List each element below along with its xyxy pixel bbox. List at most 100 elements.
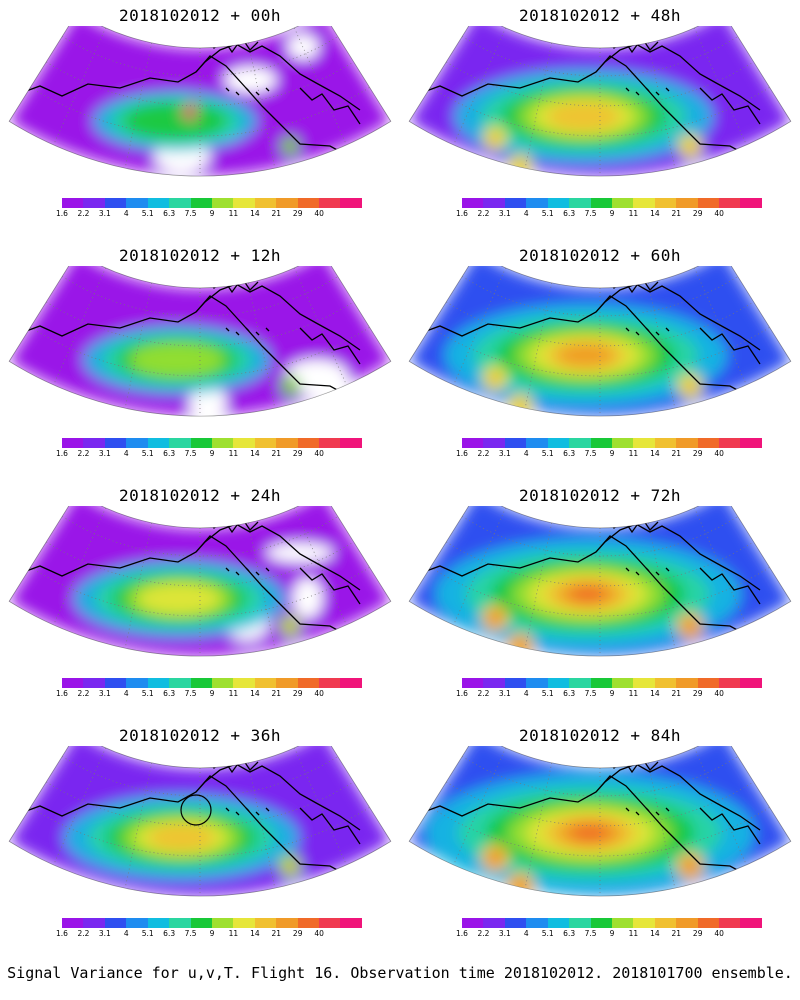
colorbar-swatch (740, 438, 762, 448)
colorbar-swatch (169, 438, 191, 448)
coastline (17, 35, 373, 165)
colorbar-tick-label: 5.1 (541, 929, 554, 938)
colorbar-swatch (654, 198, 677, 208)
colorbar (462, 438, 762, 448)
variance-map (8, 506, 392, 657)
colorbar-tick-label: 9 (209, 689, 215, 698)
colorbar-swatch (319, 438, 341, 448)
colorbar-tick-label: 6.3 (163, 689, 176, 698)
colorbar-swatch (276, 438, 298, 448)
colorbar-tick-label: 6.3 (163, 929, 176, 938)
colorbar-tick-label: 6.3 (563, 689, 576, 698)
variance-map (408, 26, 792, 177)
panel-title: 2018102012 + 60h (518, 246, 682, 265)
colorbar-tick-label: 7.5 (584, 929, 597, 938)
colorbar-swatch (340, 198, 362, 208)
colorbar-tick-label: 4 (523, 929, 529, 938)
colorbar-ticks: 1.6 2.2 3.1 4 5.1 6.3 7.5 9 11 14 21 29 40 (456, 929, 762, 941)
colorbar-swatch (233, 918, 255, 928)
colorbar-tick-label: 29 (292, 209, 303, 218)
colorbar-swatch (611, 438, 634, 448)
colorbar-tick-label: 6.3 (563, 449, 576, 458)
coastline (417, 35, 773, 165)
colorbar (62, 438, 362, 448)
panel-title: 2018102012 + 36h (118, 726, 282, 745)
colorbar-tick-label: 5.1 (541, 689, 554, 698)
colorbar-swatch (676, 198, 698, 208)
colorbar-swatch (504, 438, 527, 448)
colorbar-swatch (254, 198, 277, 208)
colorbar-tick-label: 29 (292, 449, 303, 458)
colorbar-tick-label: 1.6 (56, 929, 68, 938)
colorbar (62, 678, 362, 688)
coastline (17, 755, 373, 885)
coastline (17, 275, 373, 405)
colorbar-swatch (126, 678, 148, 688)
colorbar-swatch (276, 678, 298, 688)
colorbar-tick-label: 11 (628, 929, 639, 938)
colorbar-swatch (547, 438, 570, 448)
colorbar-tick-label: 1.6 (456, 449, 468, 458)
map-panel-12h: 2018102012 + 12h 1.6 2.2 3.1 4 5.1 6.3 7.5 9 11 1… (0, 240, 400, 480)
colorbar-tick-label: 14 (250, 929, 260, 938)
colorbar-swatch (276, 918, 298, 928)
colorbar-tick-label: 5.1 (141, 209, 154, 218)
colorbar-tick-label: 29 (292, 689, 303, 698)
colorbar-swatch (211, 918, 234, 928)
colorbar-swatch (654, 438, 677, 448)
coastline (417, 755, 773, 885)
colorbar-swatch (633, 198, 655, 208)
colorbar-tick-label: 21 (671, 689, 682, 698)
colorbar-swatch (297, 918, 320, 928)
colorbar-tick-label: 9 (609, 209, 615, 218)
colorbar-tick-label: 4 (523, 689, 529, 698)
colorbar-tick-label: 21 (271, 449, 282, 458)
colorbar-swatch (462, 438, 484, 448)
colorbar (62, 198, 362, 208)
colorbar-tick-label: 5.1 (541, 449, 554, 458)
map-panel-72h: 2018102012 + 72h 1.6 2.2 3.1 4 5.1 6.3 7.5 9 11 1… (400, 480, 800, 720)
graticule (30, 507, 370, 656)
colorbar-swatch (62, 198, 84, 208)
colorbar-tick-label: 11 (628, 689, 639, 698)
colorbar-tick-label: 9 (609, 689, 615, 698)
colorbar-ticks: 1.6 2.2 3.1 4 5.1 6.3 7.5 9 11 14 21 29 40 (56, 689, 362, 701)
colorbar-swatch (254, 918, 277, 928)
colorbar-tick-label: 29 (692, 449, 703, 458)
colorbar-swatch (590, 918, 612, 928)
colorbar-tick-label: 29 (692, 689, 703, 698)
colorbar-swatch (547, 918, 570, 928)
colorbar (462, 198, 762, 208)
colorbar-swatch (697, 678, 720, 688)
colorbar-tick-label: 29 (292, 929, 303, 938)
map-panel-60h: 2018102012 + 60h 1.6 2.2 3.1 4 5.1 6.3 7.5 9 11 1… (400, 240, 800, 480)
colorbar-swatch (654, 678, 677, 688)
colorbar-swatch (62, 438, 84, 448)
colorbar-tick-label: 14 (650, 449, 660, 458)
colorbar-swatch (340, 918, 362, 928)
coastline (17, 515, 373, 645)
colorbar-swatch (719, 678, 741, 688)
colorbar-swatch (297, 438, 320, 448)
colorbar-swatch (504, 198, 527, 208)
colorbar-tick-label: 11 (628, 449, 639, 458)
colorbar-swatch (611, 918, 634, 928)
colorbar-swatch (62, 678, 84, 688)
colorbar-tick-label: 4 (523, 449, 529, 458)
colorbar-tick-label: 5.1 (141, 449, 154, 458)
colorbar-tick-label: 40 (314, 929, 324, 938)
coastline (417, 275, 773, 405)
colorbar-swatch (504, 678, 527, 688)
colorbar-swatch (211, 438, 234, 448)
colorbar-swatch (569, 678, 591, 688)
colorbar-swatch (319, 678, 341, 688)
colorbar-swatch (254, 678, 277, 688)
colorbar-swatch (254, 438, 277, 448)
panel-title: 2018102012 + 00h (118, 6, 282, 25)
colorbar-swatch (104, 678, 127, 688)
colorbar-tick-label: 9 (609, 929, 615, 938)
colorbar-swatch (147, 198, 170, 208)
graticule (430, 27, 770, 176)
colorbar-swatch (462, 198, 484, 208)
colorbar-swatch (62, 918, 84, 928)
